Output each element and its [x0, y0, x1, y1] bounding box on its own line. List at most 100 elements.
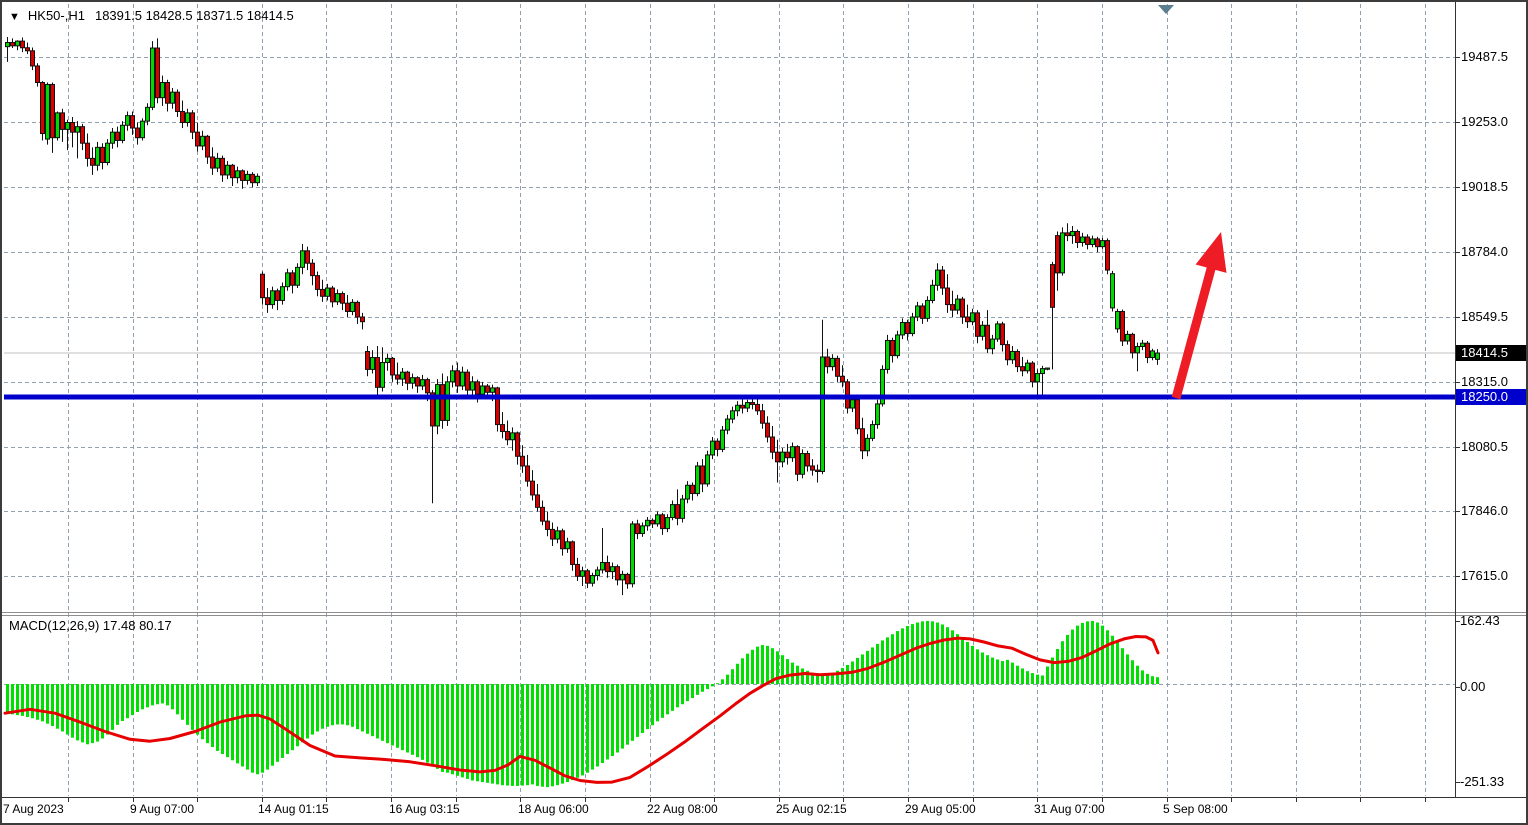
symbol-dropdown-icon[interactable]: ▼	[9, 11, 20, 23]
bearish-candle-body	[660, 514, 665, 530]
bullish-candle-body	[510, 432, 515, 441]
macd-histogram-bar	[411, 684, 414, 755]
bearish-candle-body	[770, 436, 775, 453]
bullish-candle-body	[710, 440, 715, 456]
macd-histogram-bar	[46, 684, 49, 724]
bearish-candle-body	[575, 563, 580, 577]
bearish-candle-body	[985, 324, 990, 350]
bullish-candle-body	[350, 301, 355, 312]
bullish-candle-body	[630, 523, 635, 585]
support-level-marker[interactable]: 18250.0	[1456, 389, 1528, 405]
bullish-candle-body	[470, 381, 475, 391]
macd-histogram-bar	[606, 684, 609, 760]
bearish-candle-body	[500, 424, 505, 432]
bearish-candle-body	[825, 356, 830, 368]
macd-histogram-bar	[216, 684, 219, 751]
bullish-candle-body	[410, 377, 415, 384]
bearish-candle-body	[135, 127, 140, 139]
macd-histogram-bar	[471, 684, 474, 781]
macd-histogram-bar	[806, 670, 809, 684]
macd-histogram-bar	[1146, 673, 1149, 684]
bullish-candle-body	[1125, 333, 1130, 342]
candlestick-series[interactable]	[5, 37, 1160, 596]
macd-histogram-bar	[1046, 666, 1049, 684]
bullish-candle-body	[865, 437, 870, 452]
bullish-candle-body	[900, 322, 905, 336]
bullish-candle-body	[875, 403, 880, 426]
trend-arrow[interactable]	[1171, 232, 1227, 400]
bullish-candle-body	[745, 402, 750, 409]
macd-histogram-bar	[756, 646, 759, 684]
bearish-candle-body	[10, 42, 15, 47]
bullish-candle-body	[990, 338, 995, 350]
macd-histogram-bar	[741, 658, 744, 684]
macd-histogram-series[interactable]	[6, 620, 1159, 788]
bearish-candle-body	[835, 357, 840, 377]
bearish-candle-body	[190, 112, 195, 133]
bearish-candle-body	[1095, 238, 1100, 248]
bearish-candle-body	[405, 371, 410, 384]
macd-histogram-bar	[531, 684, 534, 785]
macd-histogram-bar	[206, 684, 209, 744]
macd-histogram-bar	[166, 684, 169, 706]
panel-splitter-line	[0, 615, 1528, 616]
bullish-candle-body	[295, 266, 300, 286]
bullish-candle-body	[1150, 350, 1155, 359]
price-axis-label: 18315.0	[1461, 374, 1508, 389]
support-line[interactable]	[4, 394, 1455, 400]
bearish-candle-body	[765, 422, 770, 438]
macd-histogram-bar	[1036, 674, 1039, 684]
macd-histogram-bar	[991, 657, 994, 684]
macd-histogram-bar	[831, 673, 834, 684]
bullish-candle-body	[910, 316, 915, 335]
macd-histogram-bar	[406, 684, 409, 753]
panel-splitter[interactable]	[0, 612, 1528, 613]
macd-histogram-bar	[181, 684, 184, 720]
bullish-candle-body	[800, 453, 805, 475]
macd-histogram-bar	[956, 634, 959, 684]
chart-shift-marker-icon[interactable]	[1158, 5, 1174, 14]
bullish-candle-body	[480, 385, 485, 395]
macd-histogram-bar	[191, 684, 194, 730]
bullish-candle-body	[735, 404, 740, 412]
macd-axis-label: 0.00	[1460, 679, 1486, 694]
bullish-candle-body	[695, 465, 700, 495]
ohlc-readout: 18391.5 18428.5 18371.5 18414.5	[94, 8, 294, 23]
bearish-candle-body	[330, 287, 335, 303]
bullish-candle-body	[895, 334, 900, 357]
bearish-candle-body	[485, 385, 490, 393]
macd-histogram-bar	[536, 684, 539, 786]
bullish-candle-body	[255, 175, 260, 184]
macd-histogram-bar	[766, 645, 769, 684]
macd-histogram-bar	[221, 684, 224, 755]
bullish-candle-body	[610, 566, 615, 573]
current-price-marker: 18414.5	[1456, 345, 1528, 361]
bearish-candle-body	[775, 451, 780, 463]
macd-histogram-bar	[286, 684, 289, 755]
bearish-candle-body	[265, 297, 270, 306]
macd-histogram-bar	[371, 684, 374, 737]
bearish-candle-body	[1105, 240, 1110, 271]
bearish-candle-body	[50, 83, 55, 139]
price-axis-label: 19253.0	[1461, 114, 1508, 129]
bearish-candle-body	[1015, 350, 1020, 368]
macd-histogram-bar	[566, 684, 569, 783]
macd-histogram-bar	[41, 684, 44, 722]
bearish-candle-body	[1130, 333, 1135, 354]
macd-histogram-bar	[621, 684, 624, 749]
macd-histogram-bar	[486, 684, 489, 783]
bullish-candle-body	[185, 112, 190, 124]
macd-histogram-bar	[391, 684, 394, 746]
macd-histogram-bar	[516, 684, 519, 786]
macd-histogram-bar	[341, 684, 344, 725]
bearish-candle-body	[220, 157, 225, 176]
macd-histogram-bar	[26, 684, 29, 718]
bullish-candle-body	[435, 384, 440, 427]
macd-histogram-bar	[521, 684, 524, 786]
macd-histogram-bar	[316, 684, 319, 732]
bullish-candle-body	[160, 82, 165, 99]
bearish-candle-body	[40, 82, 45, 135]
macd-histogram-bar	[61, 684, 64, 732]
time-axis-label: 25 Aug 02:15	[776, 802, 847, 816]
